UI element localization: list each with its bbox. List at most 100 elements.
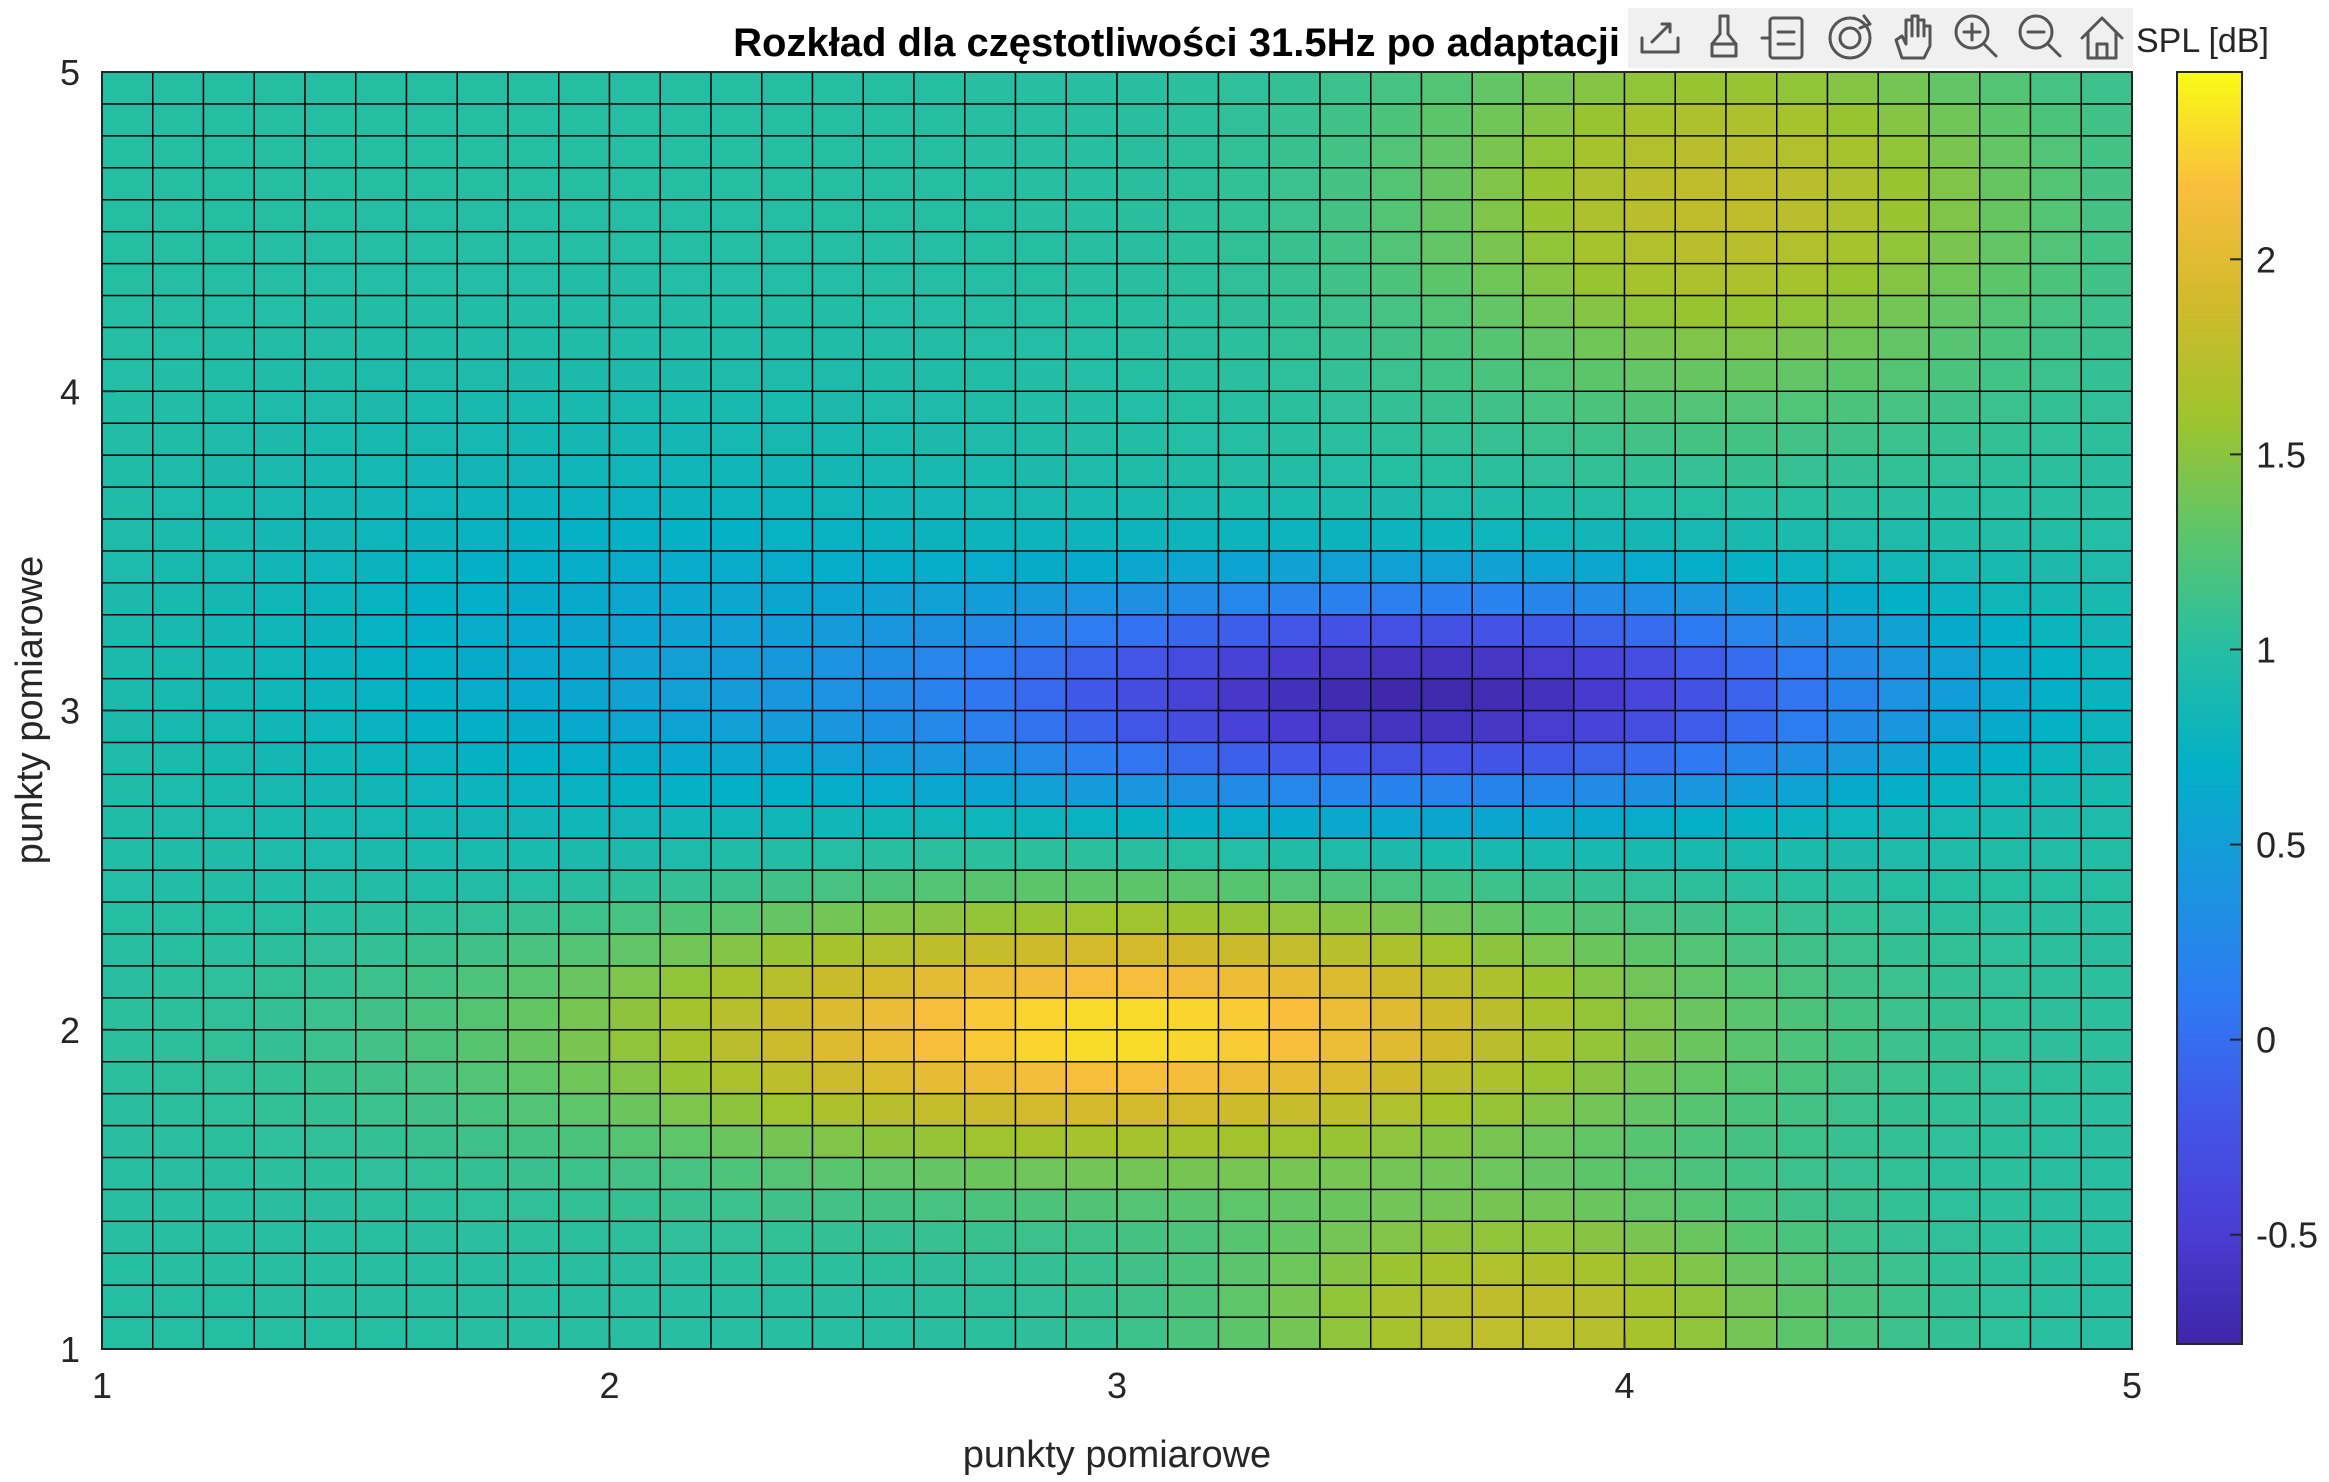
heatmap-cell <box>1471 1029 1524 1063</box>
heatmap-cell <box>1471 167 1524 201</box>
heatmap-cell <box>101 614 154 648</box>
heatmap-cell <box>507 1188 560 1223</box>
heatmap-cell <box>2029 167 2082 201</box>
heatmap-cell <box>1573 486 1626 520</box>
heatmap-cell <box>913 837 966 871</box>
heatmap-cell <box>1573 1316 1626 1350</box>
heatmap-cell <box>1674 486 1727 520</box>
heatmap-cell <box>1877 1188 1930 1223</box>
heatmap-cell <box>202 933 255 967</box>
heatmap-cell <box>507 805 560 839</box>
heatmap-cell <box>811 422 864 456</box>
heatmap-cell <box>964 518 1017 552</box>
heatmap-cell <box>1826 1029 1879 1063</box>
heatmap-cell <box>1979 1220 2032 1254</box>
heatmap-cell <box>558 518 611 552</box>
colorbar-tick-label: 1.5 <box>2256 434 2306 475</box>
heatmap-cell <box>152 1156 205 1191</box>
heatmap-cell <box>2080 805 2133 839</box>
heatmap-cell <box>355 1092 408 1127</box>
heatmap-cell <box>1370 518 1423 552</box>
heatmap-cell <box>862 103 915 137</box>
heatmap-cell <box>913 71 966 105</box>
heatmap-cell <box>202 773 255 807</box>
heatmap-cell <box>659 262 712 297</box>
heatmap-cell <box>1877 901 1930 935</box>
heatmap-cell <box>1725 741 1778 776</box>
heatmap-cell <box>1826 71 1879 105</box>
heatmap-cell <box>1268 997 1321 1031</box>
heatmap-cell <box>659 965 712 999</box>
heatmap-cell <box>507 677 560 712</box>
heatmap-cell <box>1319 773 1372 807</box>
heatmap-cell <box>1370 614 1423 648</box>
pan-icon[interactable] <box>1894 14 1932 60</box>
datatip-icon[interactable] <box>1760 16 1804 60</box>
zoom-out-icon[interactable] <box>2018 14 2062 58</box>
heatmap-cell <box>1623 1316 1676 1350</box>
heatmap-cell <box>964 1124 1017 1159</box>
heatmap-cell <box>1420 358 1473 392</box>
x-tick-label: 4 <box>1614 1365 1634 1406</box>
heatmap-cell <box>1167 71 1220 105</box>
heatmap-cell <box>1725 1220 1778 1254</box>
heatmap-cell <box>761 550 814 584</box>
heatmap-cell <box>862 773 915 807</box>
heatmap-cell <box>1217 1092 1270 1127</box>
heatmap-cell <box>558 837 611 871</box>
heatmap-cell <box>1776 390 1829 424</box>
heatmap-cell <box>304 422 357 456</box>
heatmap-cell <box>456 965 509 999</box>
heatmap-cell <box>253 677 306 712</box>
heatmap-cell <box>304 741 357 776</box>
heatmap-cell <box>101 103 154 137</box>
heatmap-cell <box>1116 1284 1169 1318</box>
heatmap-cell <box>1065 167 1118 201</box>
heatmap-cell <box>1370 71 1423 105</box>
heatmap-cell <box>964 1092 1017 1127</box>
heatmap-cell <box>1522 1156 1575 1191</box>
heatmap-cell <box>1573 805 1626 839</box>
heatmap-cell <box>1370 645 1423 680</box>
heatmap-cell <box>1725 837 1778 871</box>
heatmap-cell <box>202 358 255 392</box>
heatmap-cell <box>152 518 205 552</box>
heatmap-cell <box>304 103 357 137</box>
heatmap-cell <box>608 741 661 776</box>
heatmap-cell <box>1522 550 1575 584</box>
home-icon[interactable] <box>2080 16 2124 60</box>
heatmap-cell <box>608 773 661 807</box>
heatmap-cell <box>1014 1124 1067 1159</box>
heatmap-cell <box>1826 230 1879 265</box>
heatmap-cell <box>1928 550 1981 584</box>
heatmap-cell <box>913 230 966 265</box>
heatmap-cell <box>1217 1252 1270 1286</box>
heatmap-cell <box>608 326 661 361</box>
heatmap-cell <box>1471 518 1524 552</box>
heatmap-cell <box>1065 869 1118 903</box>
heatmap-cell <box>1217 167 1270 201</box>
heatmap-cell <box>1268 773 1321 807</box>
heatmap-cell <box>1979 1156 2032 1191</box>
zoom-in-icon[interactable] <box>1954 14 1998 58</box>
heatmap-cell <box>405 869 458 903</box>
heatmap-cell <box>1674 901 1727 935</box>
heatmap-cell <box>1014 1060 1067 1095</box>
heatmap-cell <box>1268 869 1321 903</box>
brush-icon[interactable] <box>1710 14 1738 58</box>
heatmap-cell <box>152 677 205 712</box>
heatmap-cell <box>405 965 458 999</box>
heatmap-cell <box>1826 741 1879 776</box>
heatmap-cell <box>964 1252 1017 1286</box>
heatmap-cell <box>811 518 864 552</box>
heatmap-cell <box>304 805 357 839</box>
rotate-icon[interactable] <box>1828 14 1872 60</box>
heatmap-cell <box>913 1124 966 1159</box>
heatmap-cell <box>1623 933 1676 967</box>
heatmap-cell <box>761 390 814 424</box>
heatmap-cell <box>811 198 864 233</box>
export-icon[interactable] <box>1640 22 1680 54</box>
heatmap-cell <box>964 390 1017 424</box>
heatmap-cell <box>608 1124 661 1159</box>
